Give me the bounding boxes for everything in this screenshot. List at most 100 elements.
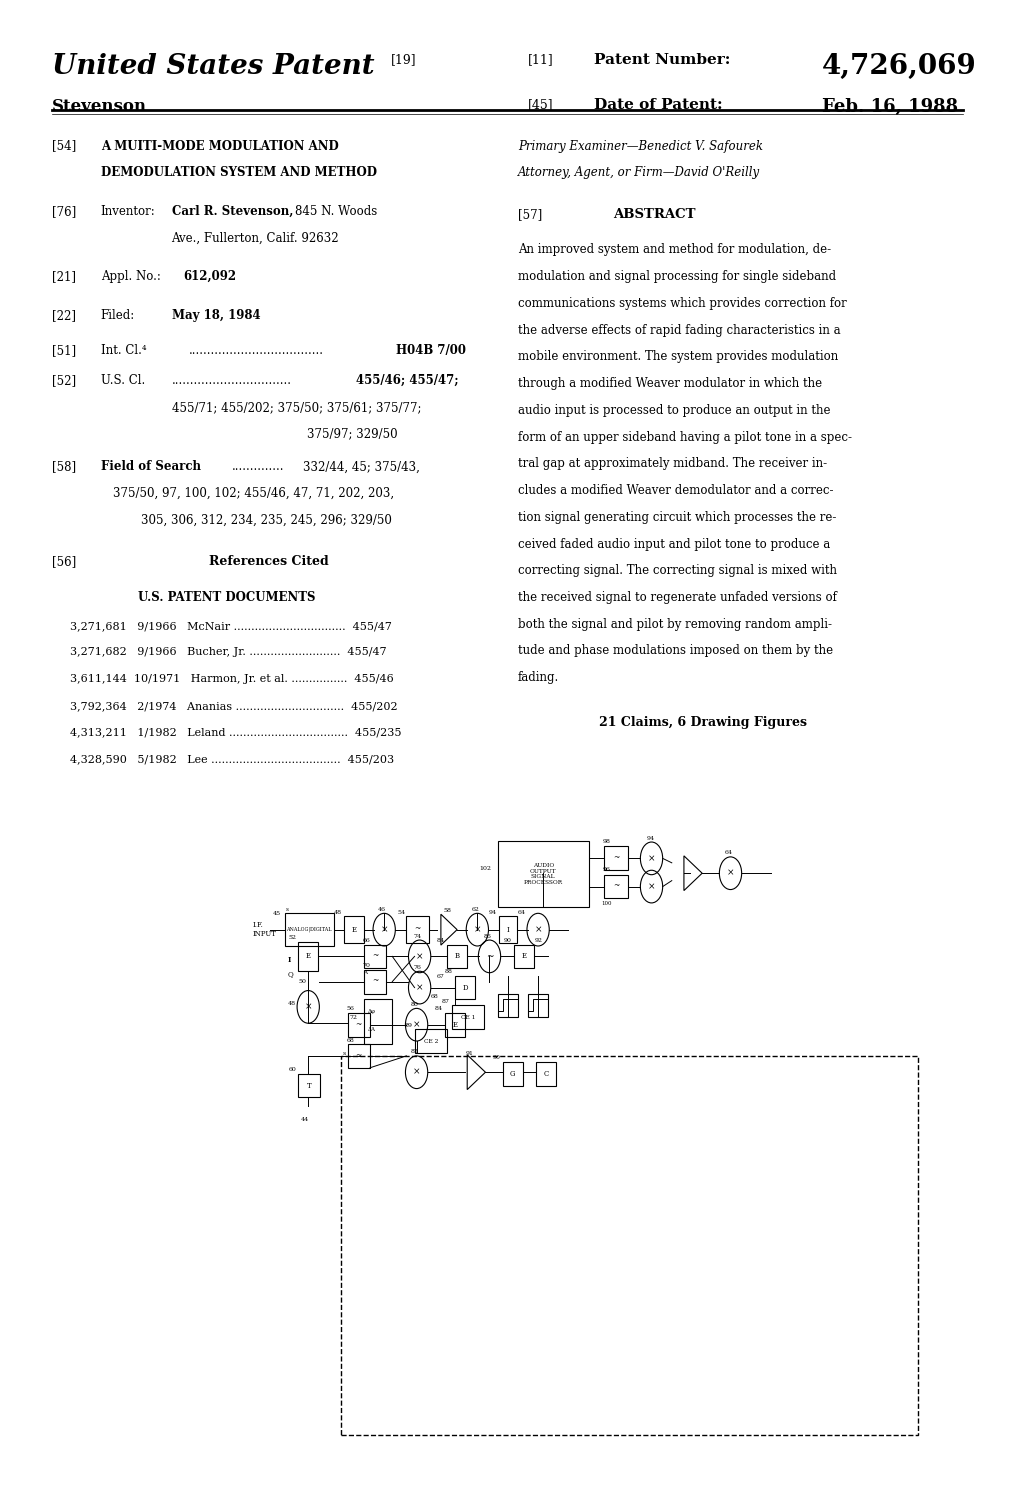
Text: through a modified Weaver modulator in which the: through a modified Weaver modulator in w… <box>518 376 821 390</box>
Bar <box>454 976 475 1000</box>
Text: Primary Examiner—Benedict V. Safourek: Primary Examiner—Benedict V. Safourek <box>518 140 762 152</box>
Text: ×: × <box>413 1021 420 1030</box>
Text: 455/71; 455/202; 375/50; 375/61; 375/77;: 455/71; 455/202; 375/50; 375/61; 375/77; <box>171 400 421 414</box>
Text: A: A <box>363 970 367 975</box>
Text: 4,313,211   1/1982   Leland ..................................  455/235: 4,313,211 1/1982 Leland ................… <box>70 728 401 738</box>
Bar <box>298 1074 320 1098</box>
Bar <box>514 945 534 969</box>
Text: 84: 84 <box>436 937 444 943</box>
Bar <box>502 1062 523 1086</box>
Text: 45: 45 <box>272 911 280 917</box>
Text: ×: × <box>534 926 541 934</box>
Text: 48: 48 <box>333 909 341 915</box>
Text: A MUITI-MODE MODULATION AND: A MUITI-MODE MODULATION AND <box>101 140 338 152</box>
Text: cludes a modified Weaver demodulator and a correc-: cludes a modified Weaver demodulator and… <box>518 484 833 497</box>
Text: DEMODULATION SYSTEM AND METHOD: DEMODULATION SYSTEM AND METHOD <box>101 167 376 179</box>
Text: 3,611,144  10/1971   Harmon, Jr. et al. ................  455/46: 3,611,144 10/1971 Harmon, Jr. et al. ...… <box>70 674 393 684</box>
Bar <box>298 942 318 972</box>
Text: ~: ~ <box>372 978 378 985</box>
Text: ×: × <box>473 926 481 934</box>
Bar <box>347 1013 370 1037</box>
Text: tion signal generating circuit which processes the re-: tion signal generating circuit which pro… <box>518 510 836 524</box>
Text: [52]: [52] <box>52 373 76 387</box>
Bar <box>497 994 518 1018</box>
Text: 54: 54 <box>397 909 405 915</box>
Text: 68: 68 <box>430 994 438 998</box>
Text: ~: ~ <box>612 882 619 891</box>
Text: ×: × <box>727 869 734 878</box>
Bar <box>536 1062 555 1086</box>
Bar <box>498 917 517 943</box>
Text: 72: 72 <box>350 1015 358 1019</box>
Text: ×: × <box>647 882 654 891</box>
Text: I: I <box>505 926 508 933</box>
Text: 3,792,364   2/1974   Ananias ...............................  455/202: 3,792,364 2/1974 Ananias ...............… <box>70 701 397 711</box>
Text: [11]: [11] <box>528 54 553 67</box>
Text: 845 N. Woods: 845 N. Woods <box>294 205 377 217</box>
Text: form of an upper sideband having a pilot tone in a spec-: form of an upper sideband having a pilot… <box>518 430 851 443</box>
Text: 332/44, 45; 375/43,: 332/44, 45; 375/43, <box>303 460 420 473</box>
Text: the adverse effects of rapid fading characteristics in a: the adverse effects of rapid fading char… <box>518 324 840 336</box>
Bar <box>343 917 364 943</box>
Text: ×: × <box>647 854 654 863</box>
Text: communications systems which provides correction for: communications systems which provides co… <box>518 298 846 310</box>
Text: 50: 50 <box>298 979 306 984</box>
Text: Int. Cl.⁴: Int. Cl.⁴ <box>101 345 146 357</box>
Text: 48: 48 <box>287 1001 296 1006</box>
Text: E: E <box>521 952 526 960</box>
Text: ×: × <box>305 1003 312 1012</box>
Text: 74: 74 <box>413 933 421 939</box>
Text: May 18, 1984: May 18, 1984 <box>171 310 260 321</box>
Text: 375/50, 97, 100, 102; 455/46, 47, 71, 202, 203,: 375/50, 97, 100, 102; 455/46, 47, 71, 20… <box>113 487 393 500</box>
Text: E: E <box>306 952 311 960</box>
Text: 612,092: 612,092 <box>183 271 236 283</box>
Bar <box>446 945 467 969</box>
Text: 52: 52 <box>287 934 296 940</box>
Text: 98: 98 <box>602 839 610 844</box>
Text: [19]: [19] <box>391 54 417 67</box>
Text: Stevenson: Stevenson <box>52 98 147 115</box>
Text: ceived faded audio input and pilot tone to produce a: ceived faded audio input and pilot tone … <box>518 537 829 551</box>
Bar <box>603 875 628 899</box>
Text: 87: 87 <box>441 998 449 1004</box>
Text: 76: 76 <box>414 964 421 970</box>
Bar <box>414 1030 446 1054</box>
Text: [54]: [54] <box>52 140 76 152</box>
Text: [76]: [76] <box>52 205 76 217</box>
Text: Field of Search: Field of Search <box>101 460 201 473</box>
Text: 375/97; 329/50: 375/97; 329/50 <box>307 427 397 440</box>
Text: 67: 67 <box>436 975 444 979</box>
Text: Inventor:: Inventor: <box>101 205 155 217</box>
Text: 3,271,682   9/1966   Bucher, Jr. ..........................  455/47: 3,271,682 9/1966 Bucher, Jr. ...........… <box>70 647 386 658</box>
Bar <box>603 847 628 870</box>
Text: ................................: ................................ <box>171 373 291 387</box>
Text: 90: 90 <box>492 1055 500 1061</box>
Text: 89: 89 <box>405 1022 412 1028</box>
Bar <box>364 945 386 969</box>
Text: tral gap at approximately midband. The receiver in-: tral gap at approximately midband. The r… <box>518 457 826 470</box>
Text: 58: 58 <box>442 908 450 914</box>
Text: 44: 44 <box>301 1117 309 1122</box>
Text: [56]: [56] <box>52 555 76 568</box>
Text: ~: ~ <box>356 1021 362 1028</box>
Text: 92: 92 <box>535 937 542 943</box>
Text: 60: 60 <box>288 1067 296 1073</box>
Text: s: s <box>342 1052 345 1056</box>
Text: 66: 66 <box>363 937 370 943</box>
Text: ~: ~ <box>372 952 378 960</box>
Text: ~: ~ <box>356 1052 362 1059</box>
Text: [58]: [58] <box>52 460 76 473</box>
Text: ×: × <box>413 1068 420 1077</box>
Text: 64: 64 <box>723 850 732 856</box>
Text: 4,726,069: 4,726,069 <box>821 54 975 80</box>
Text: D: D <box>462 984 468 991</box>
Bar <box>406 917 428 943</box>
Text: 94: 94 <box>646 836 654 841</box>
Text: 94: 94 <box>488 909 496 915</box>
Text: tude and phase modulations imposed on them by the: tude and phase modulations imposed on th… <box>518 644 833 658</box>
Text: 70: 70 <box>363 963 371 969</box>
Text: [57]: [57] <box>518 208 541 220</box>
Text: audio input is processed to produce an output in the: audio input is processed to produce an o… <box>518 403 829 417</box>
Text: H04B 7/00: H04B 7/00 <box>396 345 466 357</box>
Bar <box>347 1045 370 1068</box>
